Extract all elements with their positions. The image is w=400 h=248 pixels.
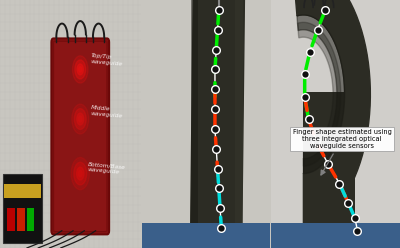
Bar xyxy=(271,223,400,248)
Bar xyxy=(191,0,198,228)
Circle shape xyxy=(74,109,86,129)
Text: Middle
waveguide: Middle waveguide xyxy=(90,105,123,118)
Circle shape xyxy=(77,113,84,125)
Circle shape xyxy=(71,157,90,190)
FancyBboxPatch shape xyxy=(51,38,109,234)
Bar xyxy=(4,184,41,198)
Circle shape xyxy=(75,60,86,79)
Circle shape xyxy=(76,167,84,180)
Circle shape xyxy=(79,67,82,72)
Bar xyxy=(304,92,355,228)
Bar xyxy=(236,0,243,228)
Polygon shape xyxy=(293,0,370,223)
Bar xyxy=(7,208,15,231)
Text: Bottom/Base
waveguide: Bottom/Base waveguide xyxy=(87,162,126,176)
Polygon shape xyxy=(191,0,244,228)
Text: Finger shape estimated using
three integrated optical
waveguide sensors: Finger shape estimated using three integ… xyxy=(293,129,392,175)
Bar xyxy=(27,208,34,231)
Circle shape xyxy=(78,116,82,122)
Circle shape xyxy=(74,162,87,185)
Bar xyxy=(17,208,25,231)
Circle shape xyxy=(72,104,89,134)
Circle shape xyxy=(72,56,88,83)
Circle shape xyxy=(78,170,82,177)
Polygon shape xyxy=(298,22,341,166)
Bar xyxy=(3,174,42,243)
Bar xyxy=(142,223,270,248)
Circle shape xyxy=(77,64,83,75)
Polygon shape xyxy=(297,15,345,174)
Text: Top/Tip
waveguide: Top/Tip waveguide xyxy=(90,53,123,66)
